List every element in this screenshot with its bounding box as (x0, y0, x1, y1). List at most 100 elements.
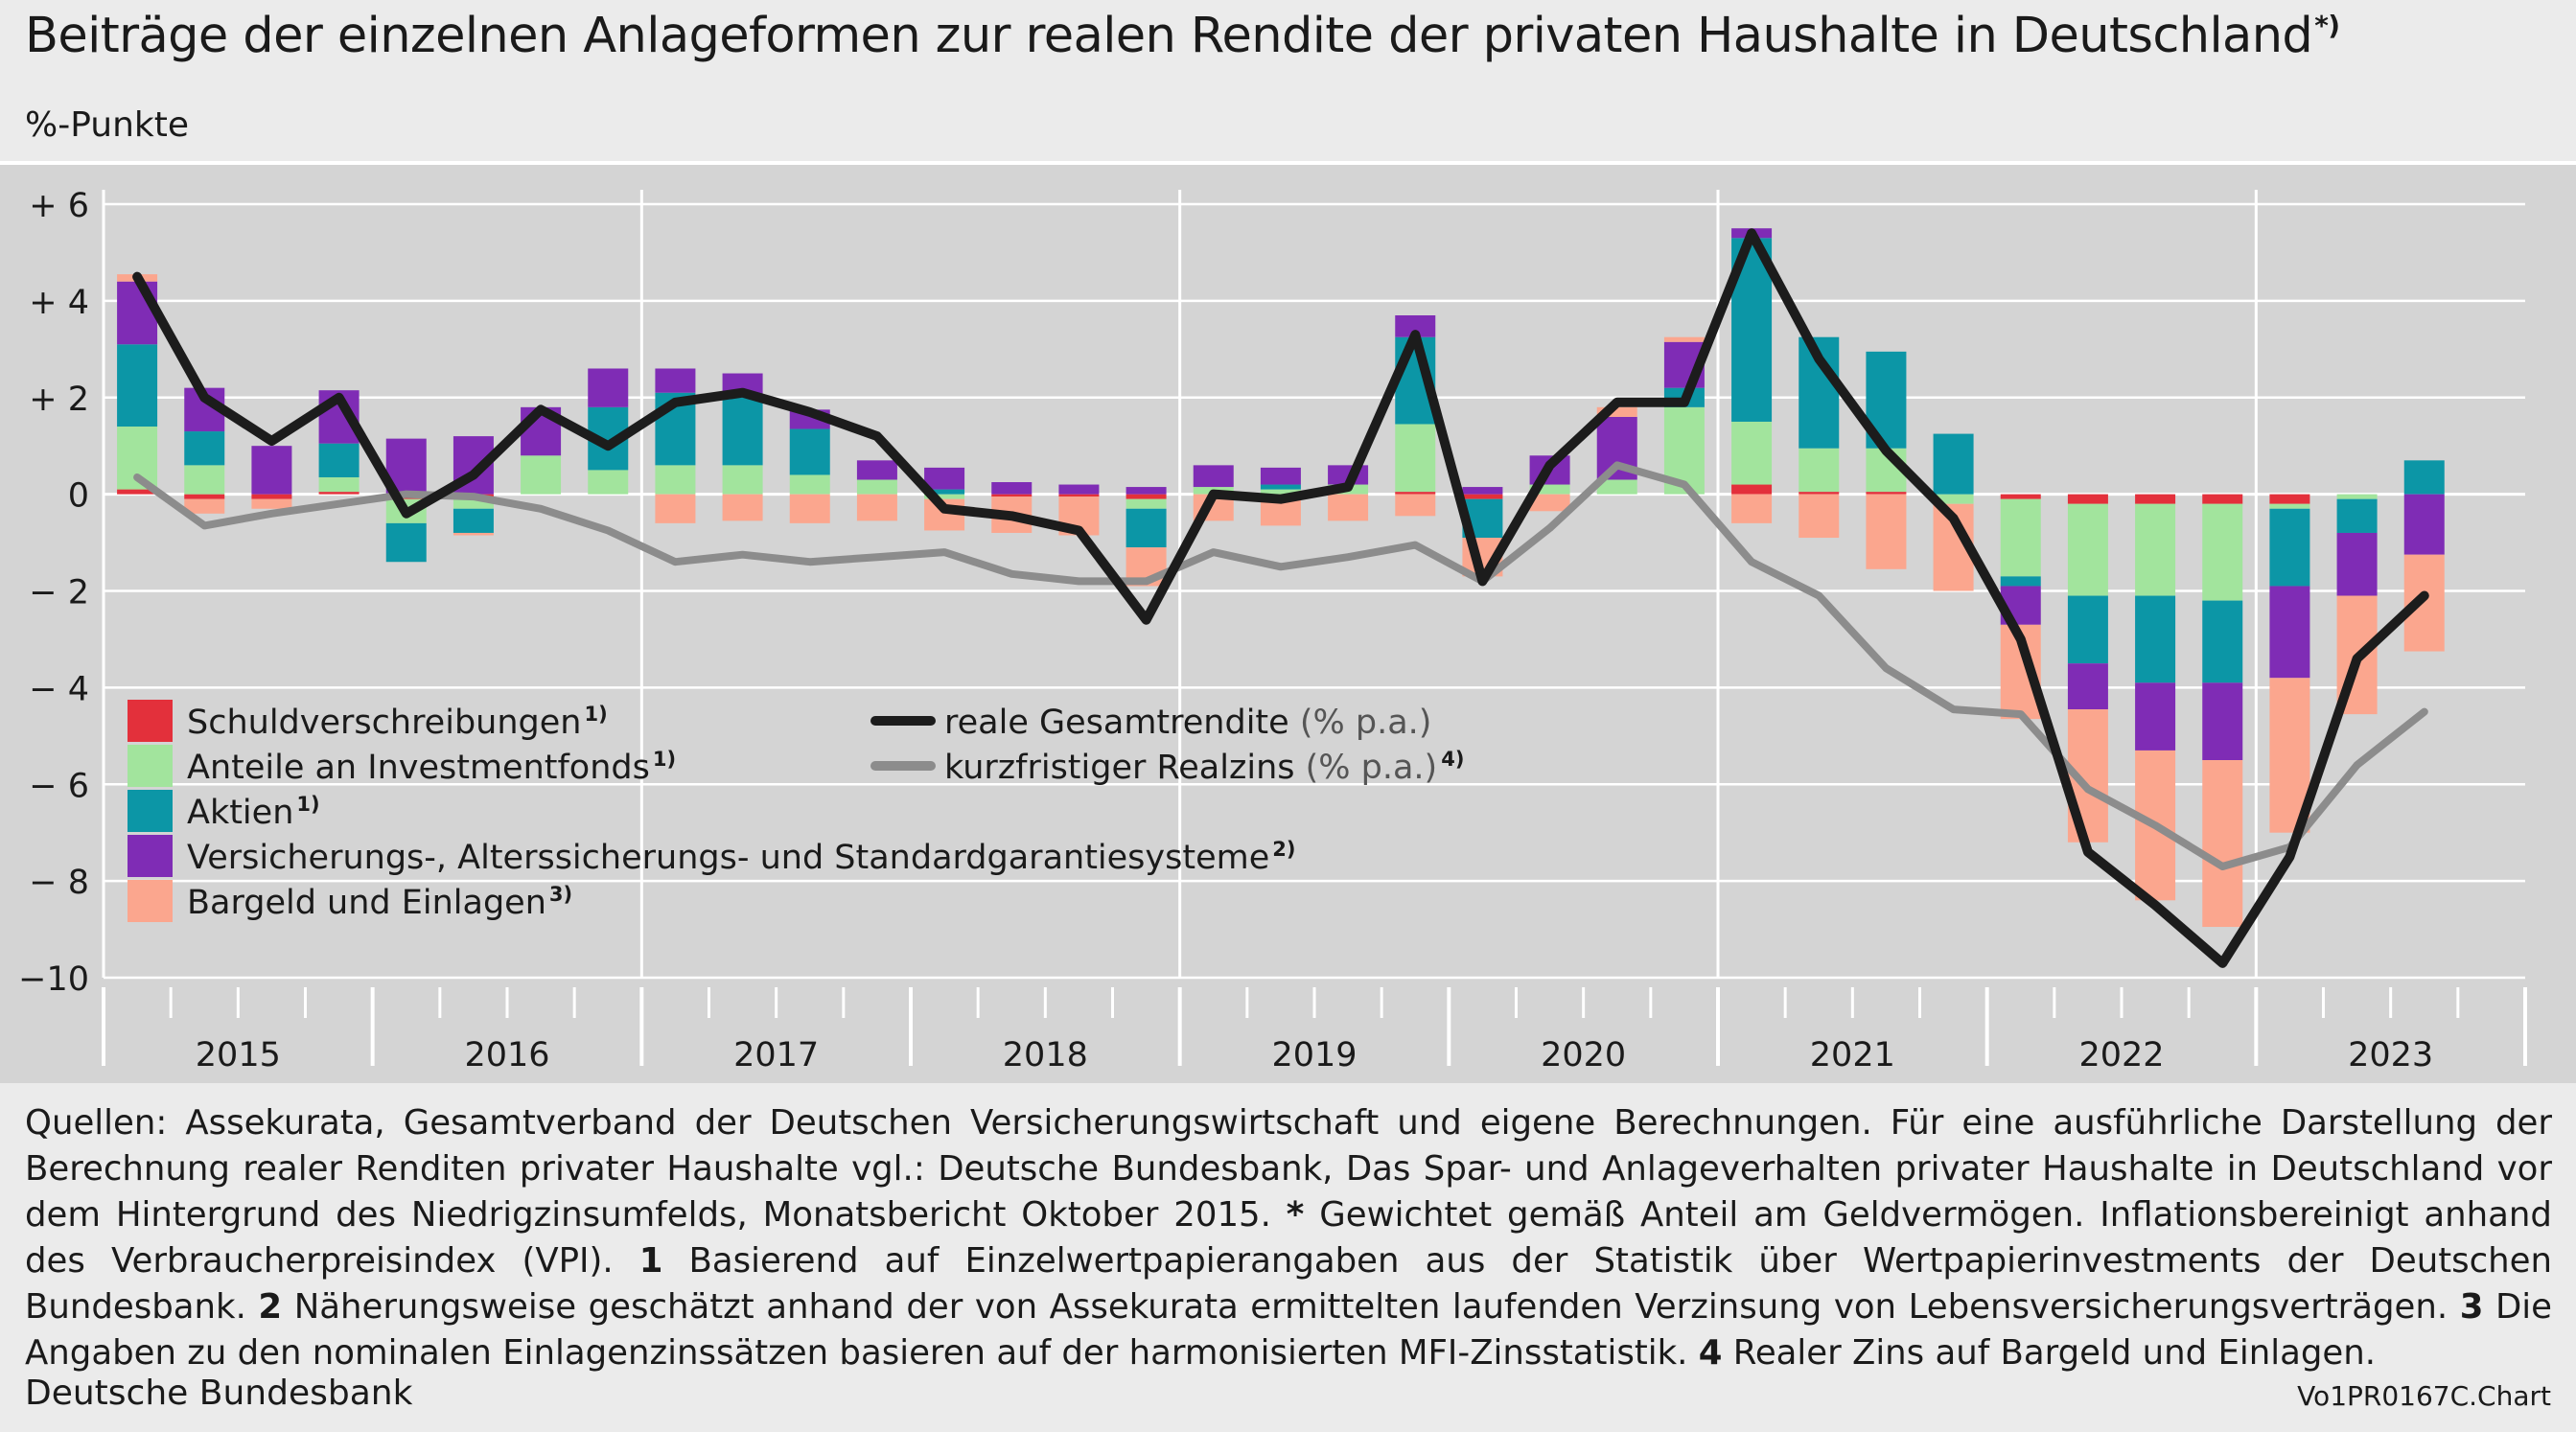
footnotes: Quellen: Assekurata, Gesamtverband der D… (25, 1100, 2552, 1376)
bar-insurance (1462, 487, 1503, 495)
legend-item-bonds: Schuldverschreibungen 1) (128, 700, 608, 742)
legend-swatch-stocks (128, 790, 173, 832)
bar-cash (251, 498, 292, 509)
bar-stack (722, 373, 763, 521)
bar-cash (1866, 494, 1907, 569)
legend-item-cash: Bargeld und Einlagen 3) (128, 880, 572, 922)
bar-stack (385, 438, 427, 563)
y-tick-label: + 6 (29, 187, 89, 225)
x-year-label: 2018 (1003, 1036, 1088, 1074)
bar-cash (1731, 494, 1773, 523)
bar-stack (1933, 433, 1974, 591)
bar-insurance (2202, 682, 2243, 761)
bar-funds (1731, 421, 1773, 485)
bar-insurance (2135, 682, 2176, 751)
bar-funds (924, 494, 965, 499)
legend-suffix-total: (% p.a.) (1300, 704, 1432, 742)
bar-insurance (1395, 315, 1436, 337)
unit-label: %-Punkte (25, 105, 190, 145)
x-year-label: 2021 (1810, 1036, 1895, 1074)
bar-funds (1933, 494, 1974, 504)
footnote-1-text: Basierend auf Einzelwertpapierangaben au… (25, 1241, 2552, 1327)
bar-stack (2202, 494, 2243, 928)
legend-swatch-bonds (128, 700, 173, 742)
plot-background (0, 165, 2576, 1083)
bar-stocks (453, 508, 494, 533)
bar-stocks (385, 522, 427, 563)
bar-stack (251, 446, 292, 509)
legend-item-insurance: Versicherungs-, Alterssicherungs- und St… (128, 835, 1295, 877)
bar-insurance (2403, 494, 2445, 555)
bar-cash (1395, 494, 1436, 517)
y-tick-label: − 8 (29, 864, 89, 902)
bar-bonds (1866, 492, 1907, 495)
legend-note-insurance: 2) (1272, 838, 1295, 861)
bar-stocks (722, 397, 763, 466)
footnote-2-key: 2 (258, 1287, 283, 1327)
bar-cash (1663, 336, 1705, 342)
bar-stocks (318, 443, 360, 477)
bar-stack (2269, 494, 2310, 833)
bar-cash (1799, 494, 1840, 539)
bar-stack (1731, 228, 1773, 523)
legend-note-short_rate: 4) (1441, 748, 1464, 771)
line-series (132, 228, 2429, 968)
bar-funds (588, 470, 629, 495)
bar-bonds (991, 494, 1033, 497)
bar-insurance (1193, 465, 1234, 488)
bar-stack (789, 409, 830, 523)
bar-stack (2135, 494, 2176, 901)
bar-insurance (251, 446, 292, 495)
line-short_rate (133, 461, 2428, 870)
bar-insurance (924, 467, 965, 490)
bar-bonds (117, 489, 158, 495)
legend-swatch-funds (128, 745, 173, 787)
bar-insurance (655, 368, 696, 393)
y-tick-label: − 6 (29, 767, 89, 805)
bar-bonds (1731, 484, 1773, 495)
x-year-label: 2017 (733, 1036, 819, 1074)
bar-insurance (588, 368, 629, 407)
bar-insurance (2067, 663, 2108, 710)
legend-item-stocks: Aktien 1) (128, 790, 320, 832)
legend-label-insurance: Versicherungs-, Alterssicherungs- und St… (187, 838, 1295, 877)
y-tick-label: −10 (18, 960, 89, 999)
bar-cash (655, 494, 696, 523)
bar-stocks (2403, 460, 2445, 495)
bar-cash (722, 494, 763, 521)
x-year-label: 2020 (1541, 1036, 1626, 1074)
legend-label-bonds: Schuldverschreibungen 1) (187, 703, 608, 742)
y-tick-label: + 2 (29, 381, 89, 419)
footnote-star-extra: Inflationsbereinigt anhand des Verbrauch… (25, 1195, 2552, 1281)
x-year-label: 2016 (464, 1036, 549, 1074)
legend-item-funds: Anteile an Investmentfonds 1) (128, 745, 676, 787)
legend-label-funds: Anteile an Investmentfonds 1) (187, 748, 676, 787)
x-axis: 2015 2016 2017 2018 2019 2020 2021 2022 2023 (102, 987, 2527, 1074)
bar-stocks (2067, 595, 2108, 664)
bar-funds (2336, 494, 2378, 499)
bar-cash (856, 494, 897, 521)
separator-top (0, 161, 2576, 165)
bar-funds (2202, 503, 2243, 601)
legend-item-total: reale Gesamtrendite (% p.a.) (870, 704, 1432, 742)
bar-stocks (2202, 600, 2243, 683)
bar-funds (2135, 503, 2176, 596)
footnote-3-text: Die Angaben zu den nominalen Einlagenzin… (25, 1287, 2552, 1373)
chart-id: Vo1PR0167C.Chart (2297, 1380, 2551, 1412)
chart-title: Beiträge der einzelnen Anlageformen zur … (25, 8, 2340, 64)
bar-funds (655, 465, 696, 495)
footnote-star-text: Gewichtet gemäß Anteil am Geldvermögen. (1319, 1195, 2085, 1235)
bar-insurance (117, 281, 158, 345)
bar-cash (1529, 494, 1570, 512)
bar-cash (2202, 760, 2243, 928)
footnote-4-key: 4 (1698, 1333, 1723, 1373)
bar-bonds (251, 494, 292, 499)
bar-funds (722, 465, 763, 495)
bar-stocks (789, 428, 830, 475)
bar-bonds (1462, 494, 1503, 499)
bar-bonds (2202, 494, 2243, 504)
bar-bonds (318, 492, 360, 495)
bar-cash (1328, 494, 1369, 521)
y-tick-label: − 4 (29, 670, 89, 708)
bar-funds (1596, 479, 1637, 495)
